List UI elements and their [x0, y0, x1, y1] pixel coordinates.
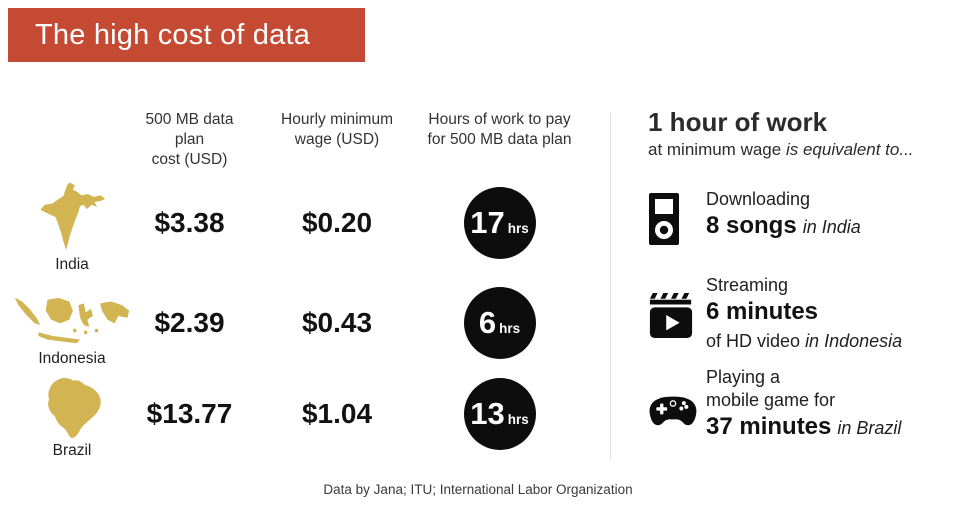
- column-header-country: [12, 110, 132, 170]
- column-header-min-wage: Hourly minimum wage (USD): [281, 111, 393, 148]
- min-wage-value: $1.04: [301, 398, 373, 429]
- item-action: Streaming: [706, 275, 789, 295]
- item-text: Playing a mobile game for 37 minutes in B…: [706, 366, 901, 445]
- min-wage-value: $0.43: [301, 307, 373, 338]
- music-player-icon: [649, 193, 679, 245]
- item-value: 6 minutes: [706, 298, 819, 325]
- equivalence-item-game: Playing a mobile game for 37 minutes in B…: [648, 366, 901, 445]
- table-row-india: India $3.38 $0.20 17 hrs: [12, 172, 572, 274]
- brazil-map-icon: [48, 377, 101, 438]
- panel-subtitle: at minimum wage is equivalent to...: [648, 140, 914, 159]
- min-wage-value: $0.20: [301, 207, 373, 238]
- item-action: Downloading: [706, 189, 811, 209]
- vertical-divider: [610, 112, 611, 460]
- item-text: Streaming 6 minutes of HD video in Indon…: [706, 274, 902, 353]
- icon-box: [648, 274, 706, 353]
- hours-number: 13: [470, 396, 505, 431]
- gamepad-icon: [649, 396, 697, 426]
- icon-box: [648, 188, 706, 251]
- panel-title: 1 hour of work: [648, 107, 828, 137]
- hours-badge: 6 hrs: [463, 287, 536, 359]
- country-cell-indonesia: Indonesia: [12, 278, 132, 368]
- item-action: Playing a: [706, 367, 781, 387]
- column-header-plan-cost: 500 MB data plan cost (USD): [145, 111, 234, 168]
- table-row-brazil: Brazil $13.77 $1.04 13 hrs: [12, 368, 572, 460]
- equivalence-item-video: Streaming 6 minutes of HD video in Indon…: [648, 274, 902, 353]
- column-header-hours: Hours of work to pay for 500 MB data pla…: [427, 111, 572, 148]
- hours-cell: 13 hrs: [427, 368, 572, 460]
- plan-cost-value: $13.77: [146, 398, 233, 429]
- country-label: India: [55, 256, 89, 273]
- table-column-headers: 500 MB data plan cost (USD) Hourly minim…: [12, 110, 572, 170]
- hours-unit: hrs: [499, 321, 521, 336]
- item-detail: of HD video: [706, 331, 801, 351]
- hours-badge: 17 hrs: [463, 187, 536, 259]
- hours-cell: 17 hrs: [427, 172, 572, 274]
- page-title: The high cost of data: [35, 18, 311, 51]
- item-detail: mobile game for: [706, 390, 836, 410]
- item-text: Downloading 8 songs in India: [706, 188, 861, 251]
- hours-number: 17: [470, 205, 505, 240]
- country-label: Indonesia: [38, 350, 106, 367]
- data-source-credit: Data by Jana; ITU; International Labor O…: [323, 482, 633, 497]
- title-banner: The high cost of data: [8, 8, 365, 62]
- item-location: in India: [802, 217, 861, 237]
- video-player-icon: [649, 293, 693, 339]
- country-cell-brazil: Brazil: [12, 368, 132, 460]
- country-cell-india: India: [12, 172, 132, 274]
- icon-box: [648, 366, 706, 445]
- equivalence-panel: 1 hour of work at minimum wage is equiva…: [648, 0, 950, 510]
- hours-number: 6: [478, 305, 497, 340]
- country-label: Brazil: [52, 442, 92, 459]
- item-value: 8 songs: [706, 212, 797, 239]
- india-map-icon: [40, 182, 106, 251]
- panel-header: 1 hour of work at minimum wage is equiva…: [648, 106, 914, 161]
- hours-cell: 6 hrs: [427, 278, 572, 368]
- indonesia-map-icon: [14, 297, 130, 344]
- item-location: in Brazil: [837, 418, 902, 438]
- hours-unit: hrs: [507, 412, 529, 427]
- plan-cost-value: $3.38: [154, 207, 225, 238]
- hours-badge: 13 hrs: [463, 378, 536, 450]
- hours-unit: hrs: [507, 221, 529, 236]
- item-location: in Indonesia: [805, 331, 903, 351]
- table-row-indonesia: Indonesia $2.39 $0.43 6 hrs: [12, 278, 572, 368]
- plan-cost-value: $2.39: [154, 307, 225, 338]
- item-value: 37 minutes: [706, 413, 832, 440]
- equivalence-item-songs: Downloading 8 songs in India: [648, 188, 861, 251]
